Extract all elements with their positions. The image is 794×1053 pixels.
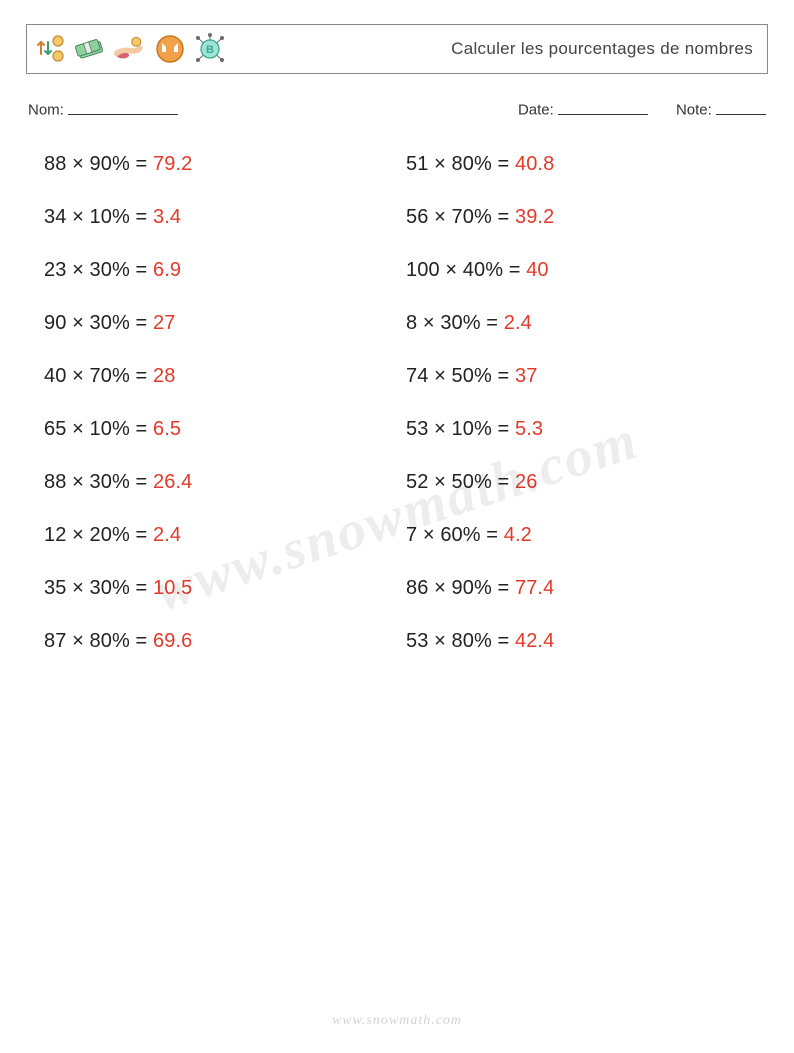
problem-expression: 7 × 60% = — [406, 524, 504, 546]
problem-answer: 40.8 — [515, 153, 554, 175]
name-underline — [68, 100, 178, 115]
problem-item: 56 × 70% = 39.2 — [406, 206, 768, 229]
problem-answer: 4.2 — [504, 524, 532, 546]
note-underline — [716, 100, 766, 115]
problem-expression: 52 × 50% = — [406, 471, 515, 493]
problem-answer: 26 — [515, 471, 537, 493]
problem-expression: 23 × 30% = — [44, 259, 153, 281]
problem-answer: 10.5 — [153, 577, 192, 599]
problem-expression: 87 × 80% = — [44, 630, 153, 652]
problem-answer: 42.4 — [515, 630, 554, 652]
problem-expression: 51 × 80% = — [406, 153, 515, 175]
cash-stack-icon — [73, 32, 107, 66]
note-label: Note: — [676, 102, 712, 119]
problem-expression: 40 × 70% = — [44, 365, 153, 387]
header-icons: B — [33, 32, 227, 66]
problem-answer: 2.4 — [504, 312, 532, 334]
problem-item: 35 × 30% = 10.5 — [44, 577, 406, 600]
arrows-coin-icon — [33, 32, 67, 66]
problem-item: 12 × 20% = 2.4 — [44, 524, 406, 547]
problem-expression: 53 × 80% = — [406, 630, 515, 652]
problem-item: 51 × 80% = 40.8 — [406, 153, 768, 176]
problem-item: 88 × 30% = 26.4 — [44, 471, 406, 494]
hand-coin-icon — [113, 32, 147, 66]
problem-expression: 65 × 10% = — [44, 418, 153, 440]
problem-expression: 53 × 10% = — [406, 418, 515, 440]
problem-answer: 6.5 — [153, 418, 181, 440]
date-field: Date: — [518, 100, 648, 119]
problem-item: 53 × 80% = 42.4 — [406, 630, 768, 653]
problem-expression: 100 × 40% = — [406, 259, 526, 281]
problem-item: 74 × 50% = 37 — [406, 365, 768, 388]
problem-expression: 86 × 90% = — [406, 577, 515, 599]
problem-item: 53 × 10% = 5.3 — [406, 418, 768, 441]
name-field: Nom: — [28, 100, 178, 119]
header-box: B Calculer les pourcentages de nombres — [26, 24, 768, 74]
problem-answer: 79.2 — [153, 153, 192, 175]
problem-expression: 88 × 90% = — [44, 153, 153, 175]
problem-answer: 40 — [526, 259, 548, 281]
problem-item: 34 × 10% = 3.4 — [44, 206, 406, 229]
problem-expression: 34 × 10% = — [44, 206, 153, 228]
date-label: Date: — [518, 102, 554, 119]
problem-expression: 12 × 20% = — [44, 524, 153, 546]
problem-expression: 56 × 70% = — [406, 206, 515, 228]
problem-item: 65 × 10% = 6.5 — [44, 418, 406, 441]
problem-answer: 3.4 — [153, 206, 181, 228]
problem-answer: 39.2 — [515, 206, 554, 228]
bitcoin-network-icon: B — [193, 32, 227, 66]
info-row: Nom: Date: Note: — [28, 100, 766, 119]
footer-text: www.snowmath.com — [0, 1013, 794, 1029]
svg-text:B: B — [206, 44, 214, 56]
problem-answer: 2.4 — [153, 524, 181, 546]
problem-item: 40 × 70% = 28 — [44, 365, 406, 388]
problem-item: 23 × 30% = 6.9 — [44, 259, 406, 282]
problem-item: 86 × 90% = 77.4 — [406, 577, 768, 600]
monero-coin-icon — [153, 32, 187, 66]
problem-expression: 74 × 50% = — [406, 365, 515, 387]
problem-item: 7 × 60% = 4.2 — [406, 524, 768, 547]
problem-expression: 8 × 30% = — [406, 312, 504, 334]
date-note-group: Date: Note: — [518, 100, 766, 119]
problem-answer: 37 — [515, 365, 537, 387]
problem-item: 52 × 50% = 26 — [406, 471, 768, 494]
problem-item: 100 × 40% = 40 — [406, 259, 768, 282]
problem-answer: 28 — [153, 365, 175, 387]
problem-answer: 77.4 — [515, 577, 554, 599]
worksheet-title: Calculer les pourcentages de nombres — [451, 39, 753, 59]
problem-item: 8 × 30% = 2.4 — [406, 312, 768, 335]
problem-item: 90 × 30% = 27 — [44, 312, 406, 335]
note-field: Note: — [676, 100, 766, 119]
problem-answer: 6.9 — [153, 259, 181, 281]
date-underline — [558, 100, 648, 115]
problem-answer: 69.6 — [153, 630, 192, 652]
name-label: Nom: — [28, 102, 64, 119]
worksheet-page: B Calculer les pourcentages de nombres N… — [0, 0, 794, 653]
problem-expression: 90 × 30% = — [44, 312, 153, 334]
problem-expression: 35 × 30% = — [44, 577, 153, 599]
problem-item: 87 × 80% = 69.6 — [44, 630, 406, 653]
problem-expression: 88 × 30% = — [44, 471, 153, 493]
problem-answer: 26.4 — [153, 471, 192, 493]
problem-answer: 27 — [153, 312, 175, 334]
problems-grid: 88 × 90% = 79.251 × 80% = 40.834 × 10% =… — [26, 153, 768, 653]
problem-answer: 5.3 — [515, 418, 543, 440]
problem-item: 88 × 90% = 79.2 — [44, 153, 406, 176]
